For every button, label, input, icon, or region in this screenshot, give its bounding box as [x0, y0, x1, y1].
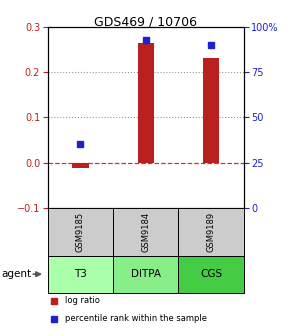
Text: percentile rank within the sample: percentile rank within the sample: [66, 314, 207, 324]
Text: CGS: CGS: [200, 269, 222, 279]
Bar: [203, 58, 219, 163]
Text: DITPA: DITPA: [131, 269, 161, 279]
Bar: [113, 256, 178, 293]
Bar: [48, 256, 113, 293]
Text: agent: agent: [1, 269, 32, 279]
Text: GSM9189: GSM9189: [206, 212, 215, 252]
Bar: [48, 208, 113, 256]
Text: T3: T3: [74, 269, 87, 279]
Text: GDS469 / 10706: GDS469 / 10706: [93, 15, 197, 28]
Text: GSM9185: GSM9185: [76, 212, 85, 252]
Text: log ratio: log ratio: [66, 296, 100, 305]
Bar: [178, 208, 244, 256]
Text: GSM9184: GSM9184: [141, 212, 150, 252]
Bar: [137, 43, 154, 163]
Bar: [113, 208, 178, 256]
Bar: [72, 163, 89, 168]
Bar: [178, 256, 244, 293]
